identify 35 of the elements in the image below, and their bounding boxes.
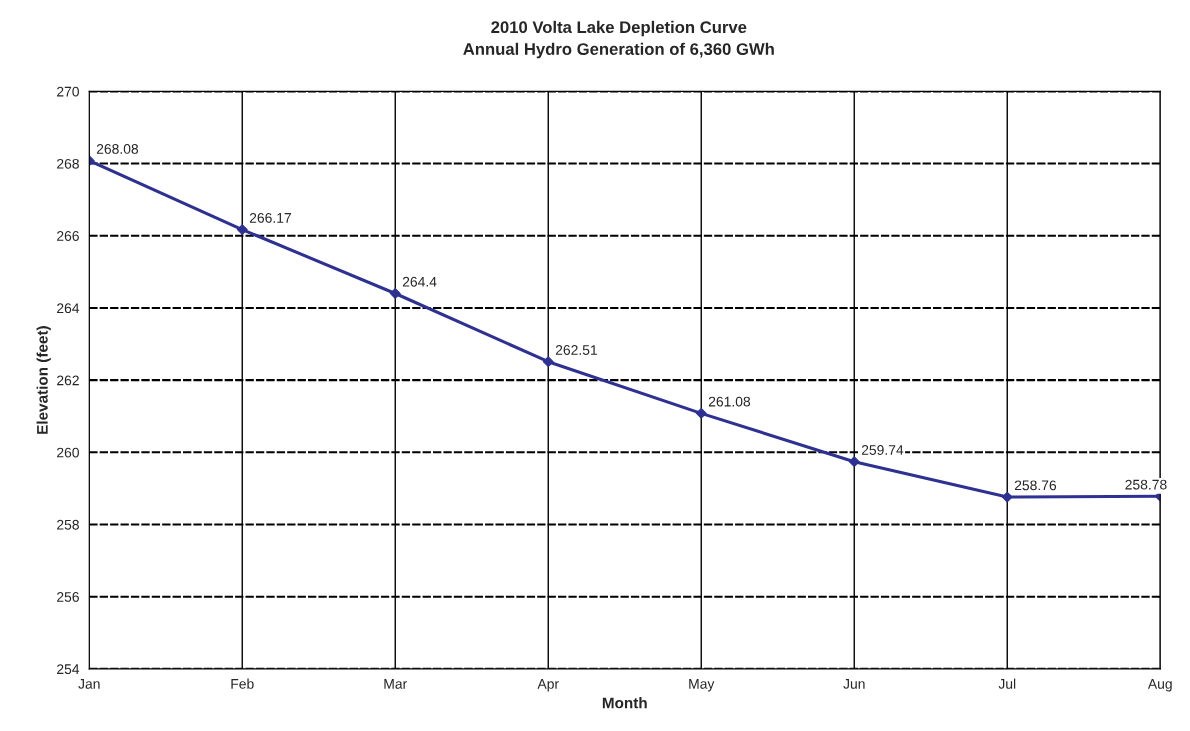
x-tick-label: Apr (537, 679, 559, 692)
y-tick-label: 260 (57, 447, 79, 458)
y-tick-label: 262 (57, 375, 79, 386)
x-tick-label: May (689, 679, 715, 692)
y-axis-title: Elevation (feet) (36, 326, 51, 434)
point (236, 224, 248, 236)
x-tick-label: Jan (78, 679, 100, 689)
x-tick-label: Jun (843, 679, 865, 689)
data-label: 262.51 (555, 345, 597, 355)
x-tick-label: Aug (1147, 679, 1172, 692)
point (389, 288, 401, 299)
y-tick-label: 264 (57, 303, 80, 314)
y-tick-label: 254 (57, 664, 80, 675)
point (848, 456, 860, 468)
data-label: 268.08 (96, 144, 139, 154)
point (542, 356, 554, 368)
x-tick-label: Jul (998, 678, 1016, 689)
x-axis-title: Month (602, 697, 647, 709)
point (1001, 491, 1013, 503)
chart-subtitle: Annual Hydro Generation of 6,360 GWh (463, 42, 774, 59)
data-label: 264.4 (402, 276, 437, 287)
data-label: 258.76 (1014, 480, 1057, 491)
x-tick-label: Feb (231, 678, 254, 689)
y-tick-label: 258 (57, 519, 79, 530)
data-label: 261.08 (708, 396, 751, 407)
data-label: 259.74 (861, 445, 904, 455)
y-tick-label: 270 (57, 86, 79, 97)
chart-title: 2010 Volta Lake Depletion Curve (491, 20, 747, 37)
y-tick-label: 268 (57, 158, 79, 169)
y-tick-label: 266 (57, 231, 79, 241)
y-tick-label: 256 (57, 592, 79, 602)
x-tick-label: Mar (384, 679, 407, 689)
data-label: 266.17 (249, 212, 291, 223)
point (695, 407, 707, 419)
data-label: 258.78 (1125, 479, 1167, 490)
